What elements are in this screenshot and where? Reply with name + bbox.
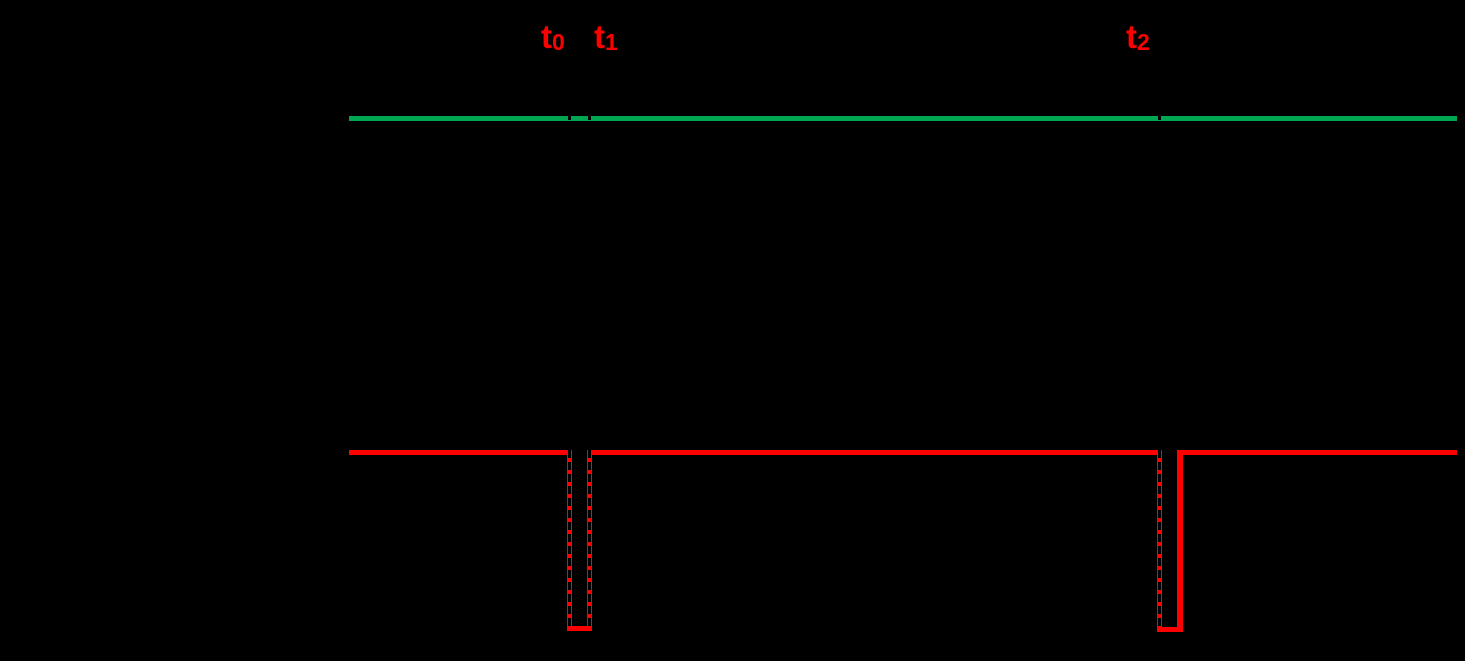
red-signal-high-segment-3 bbox=[1183, 450, 1457, 455]
red-signal-high-segment-1 bbox=[349, 450, 567, 455]
time-label-t1-base: t bbox=[594, 18, 605, 55]
time-label-t0-base: t bbox=[541, 18, 552, 55]
time-marker-dash-t0 bbox=[568, 450, 571, 626]
time-label-t0: t0 bbox=[541, 20, 565, 54]
time-marker-dash-t1 bbox=[588, 450, 591, 626]
green-signal-line bbox=[349, 116, 1457, 121]
time-marker-dash-t2 bbox=[1158, 450, 1161, 627]
time-label-t1-subscript: 1 bbox=[605, 29, 618, 55]
time-label-t2: t2 bbox=[1126, 20, 1150, 54]
time-label-t2-subscript: 2 bbox=[1137, 29, 1150, 55]
red-signal-high-segment-2 bbox=[592, 450, 1157, 455]
time-label-t1: t1 bbox=[594, 20, 618, 54]
green-line-tick-t0 bbox=[568, 116, 571, 120]
time-label-t0-subscript: 0 bbox=[552, 29, 565, 55]
time-label-t2-base: t bbox=[1126, 18, 1137, 55]
green-line-tick-t2 bbox=[1158, 116, 1161, 120]
green-line-tick-t1 bbox=[588, 116, 591, 120]
